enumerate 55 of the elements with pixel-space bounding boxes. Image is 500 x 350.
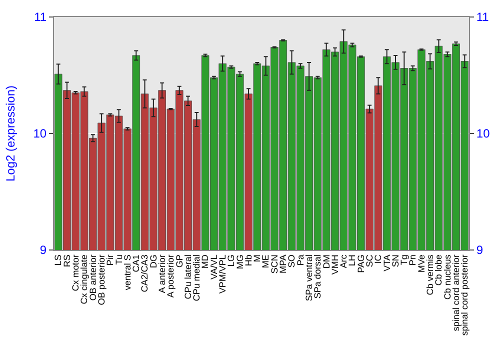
x-tick-label: Pn	[408, 254, 418, 266]
x-tick-label: GP	[174, 254, 184, 268]
x-tick-label: Arc	[338, 254, 349, 268]
x-tick-label: Hb	[243, 254, 254, 266]
x-tick-label: DG	[148, 254, 158, 268]
x-tick-label: CA1	[131, 254, 142, 272]
x-tick-label: ventral S	[122, 254, 132, 290]
x-tick-label: MVe	[416, 254, 426, 273]
x-tick-label: Pa	[295, 254, 306, 266]
x-tick-label: spinal cord anterior	[450, 254, 461, 332]
x-tick-label: VTA	[382, 254, 392, 272]
x-tick-label: Tu	[114, 254, 124, 265]
x-tick-label: LG	[226, 254, 236, 267]
x-tick-label: Tg	[399, 254, 410, 266]
x-tick-label: SCN	[269, 254, 280, 274]
x-tick-label: A posterior	[166, 254, 176, 298]
y2-tick-label: 9	[476, 243, 484, 258]
x-tick-label: ME	[260, 254, 271, 268]
x-tick-label: VA/VL	[208, 254, 219, 280]
x-tick-label: SC	[364, 254, 374, 268]
x-tick-label: Cx cingulate	[79, 254, 90, 304]
x-tick-label: PAG	[356, 254, 366, 273]
y-tick-label: 11	[34, 10, 47, 24]
x-tick-label: Cx motor	[70, 254, 81, 292]
x-tick-label: CPu medial	[192, 254, 202, 302]
x-tick-label: VPM/VPL	[218, 254, 228, 294]
y-tick-label: 9	[40, 243, 47, 258]
x-tick-label: RS	[62, 254, 72, 268]
x-tick-label: CA2/CA3	[140, 254, 150, 292]
x-tick-label: Cb nucleus	[442, 254, 452, 300]
x-tick-label: M	[252, 254, 262, 262]
x-tick-label: OB anterior	[88, 254, 98, 301]
x-tick-label: VMH	[330, 254, 340, 275]
x-tick-label: MG	[234, 254, 245, 270]
x-tick-label: CPu lateral	[182, 254, 193, 300]
x-tick-label: A anterior	[156, 254, 167, 294]
x-tick-label: OB posterior	[96, 254, 106, 306]
x-tick-label: Cb lobe	[434, 254, 444, 286]
y2-tick-label: 10	[476, 126, 490, 141]
x-tick-label: DM	[321, 254, 332, 269]
x-tick-label: SN	[390, 254, 400, 268]
x-tick-label: SPa dorsal	[312, 254, 323, 299]
x-tick-label: SPa ventral	[304, 254, 314, 302]
y2-tick-label: 11	[476, 10, 490, 24]
x-tick-label: spinal cord posterior	[460, 254, 470, 336]
x-tick-label: IC	[373, 254, 384, 264]
x-tick-label: SO	[286, 254, 297, 268]
y-axis-title: Log2 (expression)	[4, 85, 18, 182]
x-tick-label: Pir	[105, 254, 116, 266]
x-tick-label: LH	[347, 254, 358, 266]
x-tick-label: LS	[53, 254, 64, 266]
y-tick-label: 10	[33, 126, 47, 141]
x-tick-label: MPA	[278, 254, 288, 274]
x-tick-label: Cb vermis	[425, 254, 436, 296]
x-tick-label: MD	[200, 254, 210, 269]
